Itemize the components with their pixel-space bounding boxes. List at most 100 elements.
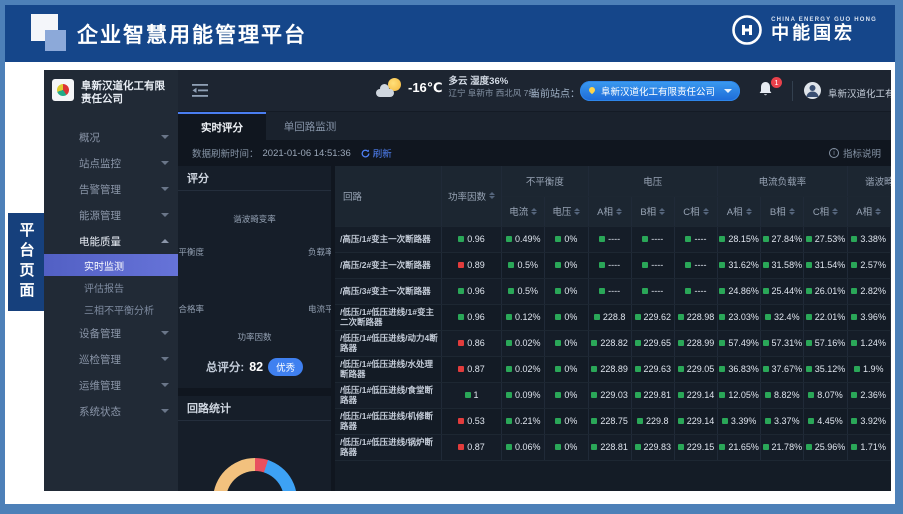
circuit-name: /低压/1#低压进线/1#变主二次断路器 (335, 304, 442, 331)
cell-value: 31.54% (803, 252, 848, 279)
status-dot (508, 262, 515, 268)
status-dot (721, 418, 728, 424)
sidebar-subitem[interactable]: 实时监测 (44, 254, 178, 276)
location-pin-icon (588, 87, 596, 95)
status-dot (555, 444, 562, 450)
sidebar-item-6[interactable]: 巡检管理 (44, 346, 178, 372)
refresh-row: 数据刷新时间： 2021-01-06 14:51:36 刷新 i 指标说明 (178, 140, 891, 166)
sub-col-header[interactable]: C相 (803, 196, 848, 227)
status-dot (634, 392, 641, 398)
sidebar-item-8[interactable]: 系统状态 (44, 398, 178, 424)
sub-col-header[interactable]: 电压 (544, 196, 589, 227)
overview-icon (56, 131, 69, 144)
status-dot (458, 236, 465, 242)
chevron-down-icon (161, 330, 169, 336)
tab-1[interactable]: 单回路监测 (283, 120, 337, 133)
cell-value: 229.83 (631, 434, 675, 461)
loop-stats-panel: 回路统计 (178, 396, 331, 491)
radar-indicator-label: 功率因数 (237, 332, 272, 342)
frame-border-left (0, 0, 5, 514)
table-row[interactable]: /低压/1#低压进线/动力4断路器 0.86 0.02% 0% 228.82 229.65… (335, 330, 891, 357)
table-row[interactable]: /低压/1#低压进线/食堂断路器 1 0.09% 0% 229.03 229.81 229.… (335, 382, 891, 409)
cell-value: 0.09% (501, 382, 546, 409)
radar-indicator-label: 不平衡度 (178, 247, 204, 257)
sub-col-header[interactable]: A相 (847, 196, 891, 227)
table-row[interactable]: /低压/1#低压进线/1#变主二次断路器 0.96 0.12% 0% 228.8 229.… (335, 304, 891, 331)
total-score-label: 总评分: (205, 362, 245, 374)
sidebar-item-7[interactable]: 运维管理 (44, 372, 178, 398)
sidebar-item-2[interactable]: 告警管理 (44, 176, 178, 202)
status-dot (719, 340, 726, 346)
sidebar-item-label: 设备管理 (79, 327, 121, 340)
status-dot (599, 236, 606, 242)
status-dot (458, 418, 465, 424)
status-dot (719, 444, 726, 450)
user-name[interactable]: 阜新汉道化工有限责任公司 (828, 89, 891, 100)
table-row[interactable]: /高压/3#变主一次断路器 0.96 0.5% 0% ---- ---- ---- 24.86… (335, 278, 891, 305)
indicator-help-link[interactable]: i 指标说明 (828, 146, 881, 160)
sub-col-header[interactable]: A相 (717, 196, 762, 227)
sidebar-item-0[interactable]: 概况 (44, 124, 178, 150)
sidebar-subitem[interactable]: 三相不平衡分析 (84, 305, 154, 317)
cell-value: 0% (544, 408, 589, 435)
col-header-power-factor[interactable]: 功率因数 (441, 166, 503, 227)
table-row[interactable]: /高压/2#变主一次断路器 0.89 0.5% 0% ---- ---- ---- 31.62… (335, 252, 891, 279)
cell-value: 21.78% (760, 434, 805, 461)
radar-indicator-label: 电流平衡 (308, 304, 331, 314)
ops-tools-icon (56, 379, 69, 392)
table-row[interactable]: /低压/1#低压进线/机修断路器 0.53 0.21% 0% 228.75 229.8 22… (335, 408, 891, 435)
group-header: 不平衡度 (501, 166, 589, 197)
cell-value: 229.15 (674, 434, 719, 461)
status-dot (851, 314, 858, 320)
brand-caption: CHINA ENERGY GUO HONG (771, 17, 877, 23)
sub-col-header[interactable]: B相 (760, 196, 805, 227)
topbar: -16℃ 多云 湿度36% 辽宁 阜新市 西北风 7级 当前站点： 阜新汉道化工… (178, 70, 891, 112)
user-avatar[interactable] (804, 82, 821, 99)
cell-value: 0.96 (441, 304, 503, 331)
status-dot (805, 262, 812, 268)
table-row[interactable]: /高压/1#变主一次断路器 0.96 0.49% 0% ---- ---- ---- 28.1… (335, 226, 891, 253)
status-dot (464, 392, 471, 398)
cell-value: 0.06% (501, 434, 546, 461)
status-dot (505, 314, 512, 320)
sidebar-subitem[interactable]: 评估报告 (84, 283, 124, 295)
sub-col-header[interactable]: B相 (631, 196, 675, 227)
sub-col-header[interactable]: C相 (674, 196, 719, 227)
status-dot (555, 236, 562, 242)
cell-value: 1.71% (847, 434, 891, 461)
radar-indicator-label: 谐波畸变率 (233, 214, 276, 224)
cell-value: 12.05% (717, 382, 762, 409)
notification-bell[interactable]: 1 (758, 77, 782, 101)
table-row[interactable]: /低压/1#低压进线/水处理断路器 0.87 0.02% 0% 228.89 229.63… (335, 356, 891, 383)
platform-page-tag: 平台页面 (8, 213, 44, 311)
sidebar-item-3[interactable]: 能源管理 (44, 202, 178, 228)
circuit-name: /高压/1#变主一次断路器 (335, 226, 442, 253)
sort-icon (574, 207, 581, 215)
status-dot (677, 340, 684, 346)
cell-value: ---- (631, 252, 675, 279)
status-dot (555, 314, 562, 320)
tab-0[interactable]: 实时评分 (178, 112, 266, 140)
status-dot (458, 444, 465, 450)
status-dot (505, 444, 512, 450)
status-dot (555, 418, 562, 424)
station-selector[interactable]: 阜新汉道化工有限责任公司 (580, 81, 740, 101)
refresh-button[interactable]: 刷新 (361, 146, 392, 160)
status-dot (593, 314, 600, 320)
alarm-bell-icon (56, 183, 69, 196)
sidebar-item-1[interactable]: 站点监控 (44, 150, 178, 176)
sub-col-header[interactable]: B相 (890, 196, 891, 227)
sidebar-item-4[interactable]: 电能质量 (44, 228, 178, 254)
sidebar-item-label: 巡检管理 (79, 353, 121, 366)
sub-col-header[interactable]: 电流 (501, 196, 546, 227)
cell-value: 24.86% (717, 278, 762, 305)
collapse-menu-icon[interactable] (192, 84, 208, 97)
cell-value: 57.16% (803, 330, 848, 357)
status-dot (555, 366, 562, 372)
loop-stats-title: 回路统计 (178, 396, 331, 421)
sub-col-header[interactable]: A相 (588, 196, 632, 227)
sidebar-item-5[interactable]: 设备管理 (44, 320, 178, 346)
status-dot (762, 236, 769, 242)
table-row[interactable]: /低压/1#低压进线/锅炉断路器 0.87 0.06% 0% 228.81 229.83 2… (335, 434, 891, 461)
circuit-name: /低压/1#低压进线/食堂断路器 (335, 382, 442, 409)
